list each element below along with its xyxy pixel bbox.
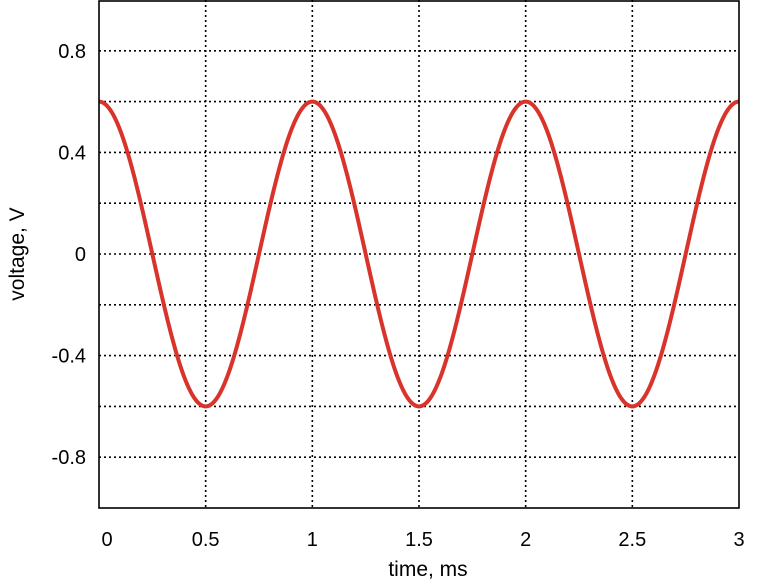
y-tick-label: 0.8 — [58, 41, 86, 63]
x-axis-label: time, ms — [388, 558, 467, 581]
x-tick-label: 3 — [733, 529, 744, 551]
x-tick-label: 1 — [307, 529, 318, 551]
grid — [99, 0, 739, 508]
series-line — [98, 99, 740, 409]
x-tick-label: 0 — [101, 529, 112, 551]
y-tick-label: -0.8 — [52, 447, 86, 469]
series-layer — [98, 99, 740, 409]
y-axis-ticks: 0.8 0.4 0 -0.4 -0.8 — [52, 41, 86, 469]
x-tick-label: 2 — [520, 529, 531, 551]
y-axis-label: voltage, V — [6, 207, 29, 300]
y-tick-label: 0 — [75, 244, 86, 266]
x-tick-label: 1.5 — [405, 529, 433, 551]
x-axis-ticks: 0 0.5 1 1.5 2 2.5 3 — [101, 529, 744, 551]
y-tick-label: 0.4 — [58, 142, 86, 164]
y-tick-label: -0.4 — [52, 346, 86, 368]
x-tick-label: 2.5 — [618, 529, 646, 551]
x-tick-label: 0.5 — [192, 529, 220, 551]
plot-frame — [98, 0, 740, 509]
